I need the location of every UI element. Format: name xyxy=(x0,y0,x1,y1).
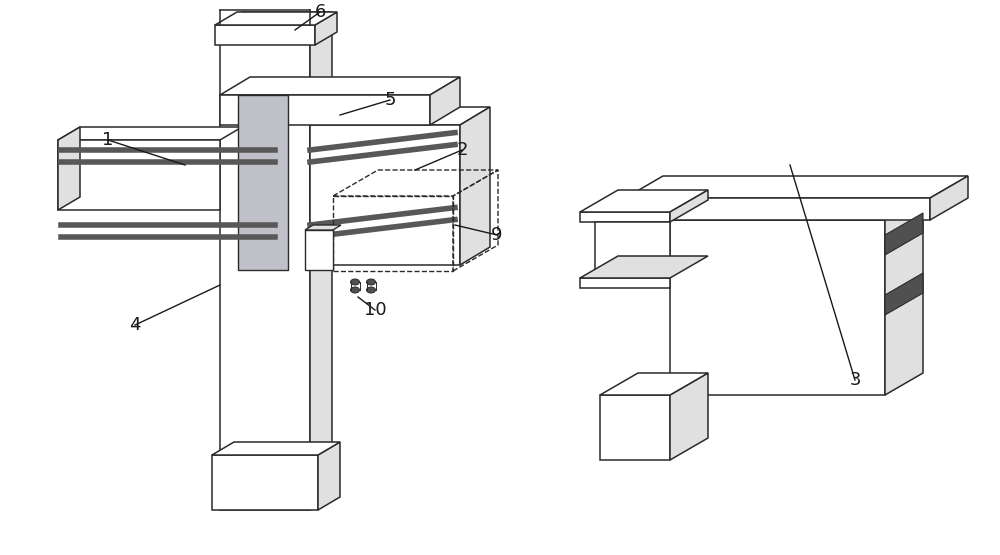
Polygon shape xyxy=(310,125,460,265)
Polygon shape xyxy=(885,213,923,255)
Polygon shape xyxy=(670,220,885,395)
Ellipse shape xyxy=(366,279,376,285)
Polygon shape xyxy=(670,190,708,222)
Polygon shape xyxy=(315,12,337,45)
Polygon shape xyxy=(220,25,310,510)
Polygon shape xyxy=(600,373,708,395)
Text: 3: 3 xyxy=(849,371,861,389)
Polygon shape xyxy=(58,127,80,210)
Text: 9: 9 xyxy=(491,226,503,244)
Polygon shape xyxy=(460,107,490,265)
Polygon shape xyxy=(310,12,332,510)
Ellipse shape xyxy=(351,279,360,285)
Polygon shape xyxy=(58,127,242,140)
Polygon shape xyxy=(212,442,340,455)
Polygon shape xyxy=(212,455,318,510)
Text: 1: 1 xyxy=(102,131,114,149)
Polygon shape xyxy=(310,107,490,125)
Polygon shape xyxy=(580,212,670,222)
Polygon shape xyxy=(215,12,337,25)
Polygon shape xyxy=(600,395,670,460)
Polygon shape xyxy=(625,198,930,220)
Polygon shape xyxy=(885,273,923,315)
Polygon shape xyxy=(670,198,923,220)
Polygon shape xyxy=(580,256,708,278)
Text: 4: 4 xyxy=(129,316,141,334)
Polygon shape xyxy=(670,373,708,460)
Polygon shape xyxy=(220,95,430,125)
Polygon shape xyxy=(215,25,315,45)
Polygon shape xyxy=(580,190,708,212)
Polygon shape xyxy=(220,77,460,95)
Text: 5: 5 xyxy=(384,91,396,109)
Polygon shape xyxy=(305,225,341,230)
Text: 10: 10 xyxy=(364,301,386,319)
Polygon shape xyxy=(595,222,670,278)
Polygon shape xyxy=(318,442,340,510)
Polygon shape xyxy=(58,140,220,210)
Polygon shape xyxy=(305,230,333,270)
Polygon shape xyxy=(238,95,288,270)
Ellipse shape xyxy=(351,287,360,293)
Polygon shape xyxy=(430,77,460,125)
Polygon shape xyxy=(885,198,923,395)
Polygon shape xyxy=(580,278,670,288)
Text: 6: 6 xyxy=(314,3,326,21)
Polygon shape xyxy=(220,12,332,25)
Text: 2: 2 xyxy=(456,141,468,159)
Ellipse shape xyxy=(366,287,376,293)
Polygon shape xyxy=(625,176,968,198)
Polygon shape xyxy=(930,176,968,220)
